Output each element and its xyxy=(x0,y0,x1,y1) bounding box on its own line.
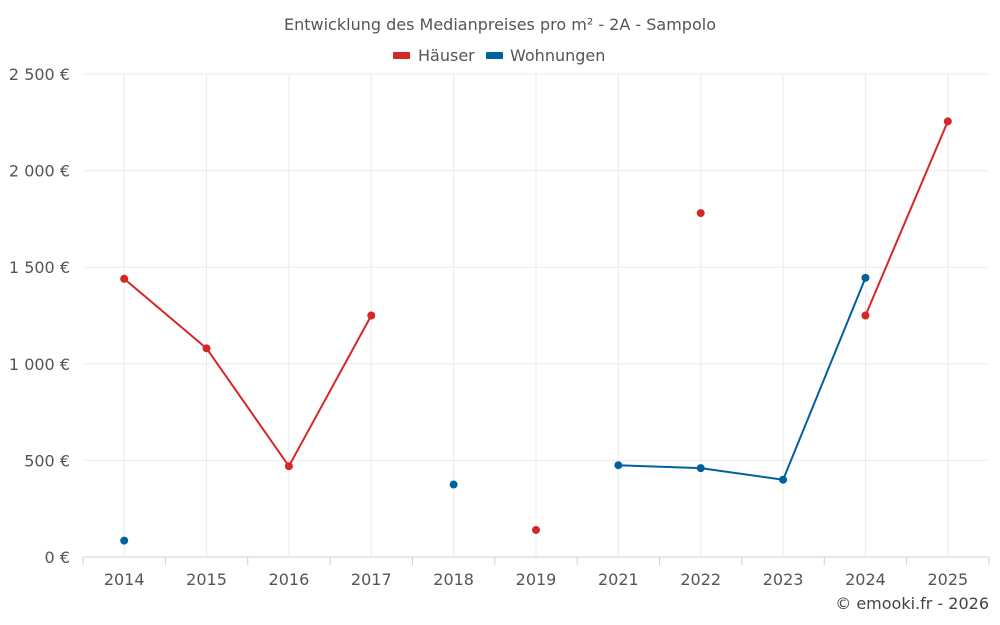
x-tick-label: 2014 xyxy=(104,570,145,589)
y-tick-label: 500 € xyxy=(24,451,70,470)
x-tick-label: 2023 xyxy=(763,570,804,589)
data-point-haeuser[interactable] xyxy=(943,117,952,126)
legend-label-wohnungen: Wohnungen xyxy=(510,46,605,65)
x-tick-label: 2017 xyxy=(351,570,392,589)
series-line-haeuser xyxy=(123,277,208,350)
data-point-haeuser[interactable] xyxy=(284,462,293,471)
chart-title: Entwicklung des Medianpreises pro m² - 2… xyxy=(284,15,716,34)
x-tick-label: 2019 xyxy=(516,570,557,589)
legend-item-haeuser[interactable]: Häuser xyxy=(393,46,475,65)
x-tick-label: 2025 xyxy=(927,570,968,589)
x-tick-label: 2018 xyxy=(433,570,474,589)
grid xyxy=(83,73,989,558)
series-line-wohnungen xyxy=(699,467,785,481)
data-point-haeuser[interactable] xyxy=(861,311,870,320)
legend-label-haeuser: Häuser xyxy=(418,46,475,65)
y-tick-label: 1 000 € xyxy=(9,355,70,374)
data-point-wohnungen[interactable] xyxy=(120,536,129,545)
data-point-wohnungen[interactable] xyxy=(449,480,458,489)
x-tick-label: 2024 xyxy=(845,570,886,589)
series-haeuser xyxy=(120,117,952,534)
series-line-haeuser xyxy=(287,314,373,468)
series-group xyxy=(120,117,952,545)
x-axis: 2014 2015 2016 2017 2018 2019 2021 2022 2023 2024… xyxy=(82,557,990,589)
series-line-haeuser xyxy=(864,120,949,317)
x-tick-label: 2016 xyxy=(269,570,310,589)
series-line-wohnungen xyxy=(782,276,867,481)
y-tick-label: 0 € xyxy=(45,548,70,567)
legend-item-wohnungen[interactable]: Wohnungen xyxy=(486,46,605,65)
series-line-haeuser xyxy=(205,347,290,468)
y-tick-label: 1 500 € xyxy=(9,258,70,277)
credit-text: © emooki.fr - 2026 xyxy=(835,594,989,613)
data-point-haeuser[interactable] xyxy=(120,274,129,283)
y-tick-label: 2 000 € xyxy=(9,162,70,181)
x-tick-label: 2021 xyxy=(598,570,639,589)
y-tick-label: 2 500 € xyxy=(9,65,70,84)
data-point-haeuser[interactable] xyxy=(696,209,705,218)
data-point-haeuser[interactable] xyxy=(532,525,540,534)
series-line-wohnungen xyxy=(617,464,702,470)
data-point-wohnungen[interactable] xyxy=(696,464,705,473)
series-wohnungen xyxy=(120,273,870,545)
data-point-wohnungen[interactable] xyxy=(861,273,870,282)
y-axis: 0 € 500 € 1 000 € 1 500 € 2 000 € 2 500 € xyxy=(9,65,70,567)
legend-swatch-haeuser xyxy=(393,52,410,59)
legend: Häuser Wohnungen xyxy=(393,46,605,65)
data-point-haeuser[interactable] xyxy=(367,311,376,320)
x-tick-label: 2022 xyxy=(680,570,721,589)
x-tick-label: 2015 xyxy=(186,570,227,589)
data-point-wohnungen[interactable] xyxy=(614,461,623,470)
data-point-wohnungen[interactable] xyxy=(779,475,788,484)
data-point-haeuser[interactable] xyxy=(202,344,211,353)
legend-swatch-wohnungen xyxy=(486,52,503,59)
